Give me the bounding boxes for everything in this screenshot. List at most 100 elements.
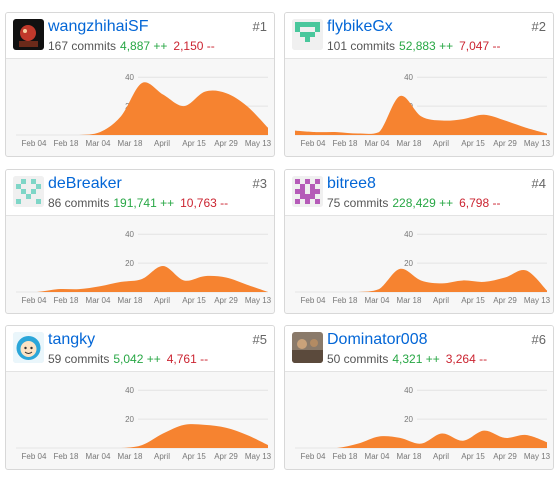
x-tick-label: April: [154, 296, 170, 305]
rank-label: #2: [531, 19, 546, 34]
y-tick-label: 40: [125, 230, 134, 239]
commits-count[interactable]: 86 commits: [48, 196, 110, 210]
y-tick-label: 40: [125, 73, 134, 82]
x-tick-label: May 13: [524, 452, 551, 461]
x-tick-label: Apr 29: [214, 296, 238, 305]
contributor-header: tangky #5 59 commits 5,042 ++ 4,761 --: [6, 326, 274, 372]
x-tick-label: Mar 18: [397, 139, 422, 148]
contributor-header: bitree8 #4 75 commits 228,429 ++ 6,798 --: [285, 170, 553, 216]
x-tick-label: April: [433, 139, 449, 148]
x-tick-label: Feb 18: [333, 452, 358, 461]
username-link[interactable]: tangky: [48, 331, 96, 348]
contributor-card: bitree8 #4 75 commits 228,429 ++ 6,798 -- 40 2…: [284, 169, 554, 314]
x-tick-label: May 13: [524, 139, 551, 148]
commits-count[interactable]: 167 commits: [48, 39, 117, 53]
contribution-stats: 50 commits 4,321 ++ 3,264 --: [327, 352, 487, 366]
y-tick-label: 20: [404, 259, 413, 268]
x-tick-label: Apr 15: [461, 296, 485, 305]
identicon-green-icon: [292, 19, 323, 50]
contribution-stats: 167 commits 4,887 ++ 2,150 --: [48, 39, 215, 53]
deletions-count: 6,798 --: [459, 196, 501, 210]
x-tick-label: Feb 04: [301, 296, 326, 305]
x-tick-label: April: [154, 139, 170, 148]
contribution-stats: 59 commits 5,042 ++ 4,761 --: [48, 352, 208, 366]
x-tick-label: Mar 18: [118, 296, 143, 305]
username-link[interactable]: bitree8: [327, 175, 376, 192]
contributor-card: tangky #5 59 commits 5,042 ++ 4,761 -- 40 20 Fe…: [5, 325, 275, 470]
deletions-count: 4,761 --: [166, 352, 209, 366]
x-tick-label: Mar 04: [365, 139, 390, 148]
deletions-count: 7,047 --: [459, 39, 501, 53]
contribution-area: [295, 268, 547, 292]
x-tick-label: April: [433, 296, 449, 305]
avatar[interactable]: [13, 332, 44, 363]
avatar[interactable]: [13, 19, 44, 50]
contributor-header: deBreaker #3 86 commits 191,741 ++ 10,763 --: [6, 170, 274, 216]
username-link[interactable]: flybikeGx: [327, 18, 393, 35]
x-tick-label: Feb 04: [301, 139, 326, 148]
x-tick-label: Mar 04: [86, 296, 111, 305]
contribution-area: [295, 430, 547, 448]
username-link[interactable]: deBreaker: [48, 175, 122, 192]
contributor-header: flybikeGx #2 101 commits 52,883 ++ 7,047 --: [285, 13, 553, 59]
y-tick-label: 40: [125, 386, 134, 395]
rank-label: #5: [252, 332, 267, 347]
commits-count[interactable]: 59 commits: [48, 352, 110, 366]
contributor-header: wangzhihaiSF #1 167 commits 4,887 ++ 2,150 -…: [6, 13, 274, 59]
x-tick-label: Feb 18: [54, 452, 79, 461]
commits-count[interactable]: 101 commits: [327, 39, 396, 53]
x-tick-label: April: [433, 452, 449, 461]
identicon-teal-icon: [13, 176, 44, 207]
y-tick-label: 40: [404, 230, 413, 239]
username-link[interactable]: Dominator008: [327, 331, 428, 348]
avatar[interactable]: [292, 19, 323, 50]
contribution-area: [16, 265, 268, 292]
additions-count: 228,429 ++: [392, 196, 454, 210]
commits-count[interactable]: 75 commits: [327, 196, 389, 210]
commits-count[interactable]: 50 commits: [327, 352, 389, 366]
username-link[interactable]: wangzhihaiSF: [48, 18, 149, 35]
x-tick-label: Feb 18: [333, 139, 358, 148]
contributor-card: wangzhihaiSF #1 167 commits 4,887 ++ 2,150 -…: [5, 12, 275, 157]
contribution-stats: 101 commits 52,883 ++ 7,047 --: [327, 39, 500, 53]
additions-count: 52,883 ++: [399, 39, 454, 53]
rank-label: #6: [531, 332, 546, 347]
x-tick-label: Apr 29: [493, 139, 517, 148]
avatar[interactable]: [292, 176, 323, 207]
avatar[interactable]: [13, 176, 44, 207]
contributor-card: Dominator008 #6 50 commits 4,321 ++ 3,264 --…: [284, 325, 554, 470]
additions-count: 5,042 ++: [113, 352, 161, 366]
x-tick-label: May 13: [245, 296, 272, 305]
contributor-card: deBreaker #3 86 commits 191,741 ++ 10,763 --…: [5, 169, 275, 314]
x-tick-label: Mar 18: [397, 296, 422, 305]
x-tick-label: Mar 18: [118, 452, 143, 461]
x-tick-label: Feb 04: [301, 452, 326, 461]
x-tick-label: Apr 15: [461, 452, 485, 461]
x-tick-label: Apr 15: [182, 139, 206, 148]
contributor-header: Dominator008 #6 50 commits 4,321 ++ 3,264 --: [285, 326, 553, 372]
rank-label: #1: [252, 19, 267, 34]
x-tick-label: May 13: [524, 296, 551, 305]
additions-count: 4,887 ++: [120, 39, 168, 53]
x-tick-label: May 13: [245, 139, 272, 148]
contributor-card: flybikeGx #2 101 commits 52,883 ++ 7,047 -- 4…: [284, 12, 554, 157]
x-tick-label: Apr 29: [493, 296, 517, 305]
game-character-avatar-icon: [13, 19, 44, 50]
x-tick-label: Feb 04: [22, 139, 47, 148]
rank-label: #3: [252, 176, 267, 191]
identicon-purple-icon: [292, 176, 323, 207]
y-tick-label: 40: [404, 386, 413, 395]
avatar[interactable]: [292, 332, 323, 363]
x-tick-label: Feb 04: [22, 296, 47, 305]
